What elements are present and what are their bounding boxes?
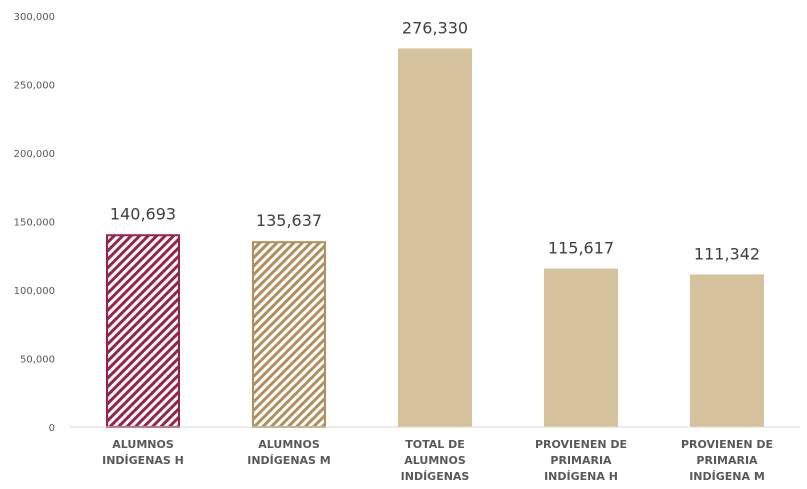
y-tick-label: 0 bbox=[49, 423, 55, 434]
category-label: INDÍGENAS H bbox=[102, 454, 184, 467]
bar bbox=[106, 234, 180, 428]
bar bbox=[690, 274, 764, 427]
y-tick-label: 100,000 bbox=[14, 286, 55, 297]
data-label: 115,617 bbox=[548, 239, 614, 258]
data-label: 135,637 bbox=[256, 211, 322, 230]
category-label: PROVIENEN DE bbox=[535, 438, 627, 451]
y-tick-label: 150,000 bbox=[14, 218, 55, 229]
bar bbox=[544, 268, 618, 427]
bar bbox=[252, 241, 326, 428]
data-label: 140,693 bbox=[110, 204, 176, 223]
category-label: INDÍGENAS M bbox=[247, 454, 330, 467]
category-label: INDÍGENA H bbox=[544, 470, 618, 483]
x-axis-labels: ALUMNOS INDÍGENAS H ALUMNOS INDÍGENAS M TOTA… bbox=[102, 438, 773, 483]
category-label: TOTAL DE bbox=[405, 438, 465, 451]
category-label: INDÍGENAS bbox=[401, 470, 470, 483]
bar bbox=[398, 48, 472, 428]
y-tick-label: 200,000 bbox=[14, 149, 55, 160]
bars bbox=[106, 48, 764, 428]
category-label: ALUMNOS bbox=[112, 438, 174, 451]
category-label: PRIMARIA bbox=[696, 454, 758, 467]
data-labels: 140,693 135,637 276,330 115,617 111,342 bbox=[110, 18, 760, 263]
data-label: 111,342 bbox=[694, 244, 760, 263]
category-label: PROVIENEN DE bbox=[681, 438, 773, 451]
y-tick-label: 300,000 bbox=[14, 12, 55, 23]
category-label: INDÍGENA M bbox=[689, 470, 765, 483]
category-label: ALUMNOS bbox=[404, 454, 466, 467]
category-label: PRIMARIA bbox=[550, 454, 612, 467]
data-label: 276,330 bbox=[402, 18, 468, 37]
category-label: ALUMNOS bbox=[258, 438, 320, 451]
y-tick-label: 50,000 bbox=[20, 355, 55, 366]
y-tick-label: 250,000 bbox=[14, 81, 55, 92]
y-axis: 0 50,000 100,000 150,000 200,000 250,000 300,0… bbox=[14, 12, 55, 434]
